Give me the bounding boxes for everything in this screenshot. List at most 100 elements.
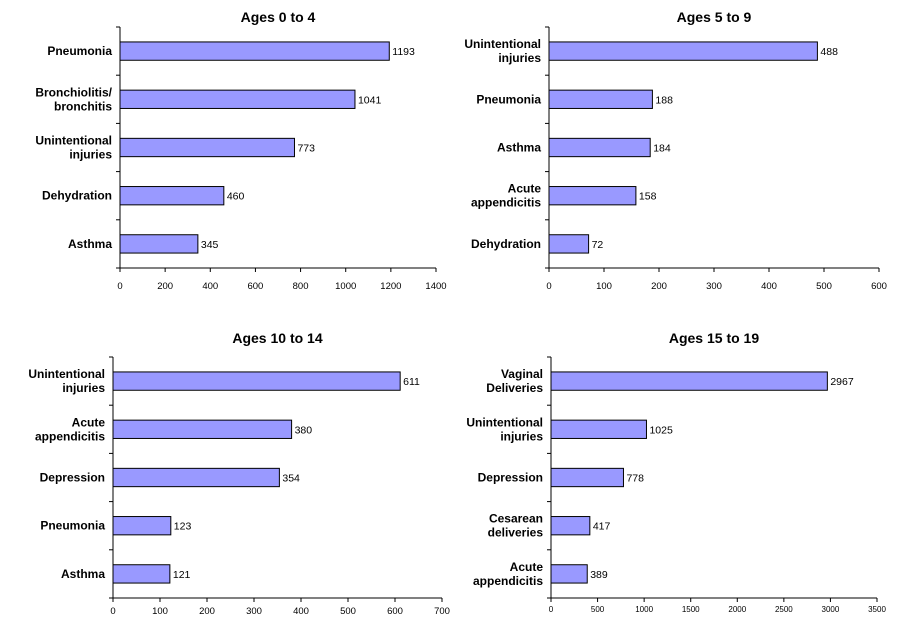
data-label: 1041 (358, 94, 382, 106)
x-tick-label: 200 (199, 606, 215, 617)
category-label: Depression (478, 471, 543, 485)
bar (550, 419, 647, 439)
category-label: Deliveries (486, 381, 543, 395)
category-label: injuries (498, 51, 541, 65)
bar (119, 41, 390, 61)
data-label: 380 (295, 424, 313, 436)
category-label: appendicitis (471, 196, 541, 210)
bar (119, 186, 225, 206)
x-tick-label: 400 (761, 281, 777, 292)
x-tick-label: 0 (117, 281, 122, 292)
data-label: 354 (282, 473, 300, 485)
x-tick-label: 300 (246, 606, 262, 617)
category-label: Depression (40, 471, 105, 485)
data-label: 188 (655, 94, 673, 106)
data-label: 417 (593, 521, 611, 533)
x-tick-label: 1000 (335, 281, 356, 292)
x-tick-label: 200 (157, 281, 173, 292)
bar (548, 41, 818, 61)
bar (112, 467, 280, 488)
data-label: 72 (592, 239, 604, 251)
category-label: Acute (510, 560, 544, 574)
x-tick-label: 1400 (425, 281, 446, 292)
bar (119, 137, 295, 158)
category-label: Dehydration (42, 189, 112, 203)
x-tick-label: 2500 (775, 605, 793, 614)
bar (112, 564, 171, 584)
category-label: deliveries (488, 526, 544, 540)
category-label: Unintentional (28, 367, 105, 381)
x-tick-label: 0 (546, 281, 551, 292)
chart-title: Ages 15 to 19 (669, 330, 759, 346)
category-label: Acute (72, 415, 106, 429)
category-label: Pneumonia (47, 44, 112, 58)
data-label: 611 (403, 376, 420, 388)
data-label: 123 (174, 521, 192, 533)
category-label: Acute (508, 182, 542, 196)
data-label: 121 (173, 569, 191, 581)
bar (112, 371, 401, 391)
data-label: 2967 (830, 376, 854, 388)
data-label: 184 (653, 143, 671, 155)
chart-panel-2: Ages 5 to 9 0 100 200 300 400 500 600 488 Uninten… (464, 9, 887, 292)
chart-title: Ages 5 to 9 (677, 9, 752, 25)
x-tick-label: 500 (591, 605, 605, 614)
x-tick-label: 0 (110, 606, 115, 617)
category-label: appendicitis (473, 574, 543, 588)
data-label: 773 (297, 143, 315, 155)
category-label: Unintentional (35, 134, 112, 148)
x-tick-label: 1000 (635, 605, 653, 614)
category-label: Asthma (497, 141, 541, 155)
data-label: 389 (590, 569, 608, 581)
category-label: appendicitis (35, 429, 105, 443)
x-tick-label: 600 (387, 606, 403, 617)
data-label: 460 (227, 191, 245, 203)
category-label: Asthma (61, 567, 105, 581)
chart-panel-3: Ages 10 to 14 0 100 200 300 400 500 600 700 611 Un… (28, 330, 450, 617)
x-tick-label: 800 (293, 281, 309, 292)
bar (119, 234, 199, 254)
category-label: Cesarean (489, 512, 543, 526)
data-label: 778 (626, 473, 644, 485)
category-label: Unintentional (466, 415, 543, 429)
x-tick-label: 2000 (728, 605, 746, 614)
bar (550, 516, 591, 536)
x-tick-label: 3500 (868, 605, 886, 614)
bar (119, 89, 356, 109)
x-tick-label: 3000 (822, 605, 840, 614)
bar (548, 137, 651, 158)
data-label: 345 (201, 239, 219, 251)
bar (548, 234, 590, 254)
x-tick-label: 0 (549, 605, 554, 614)
category-label: bronchitis (54, 99, 112, 113)
category-label: Vaginal (501, 367, 543, 381)
x-tick-label: 600 (247, 281, 263, 292)
category-label: Bronchiolitis/ (35, 85, 112, 99)
chart-title: Ages 0 to 4 (241, 9, 316, 25)
category-label: injuries (69, 148, 112, 162)
category-label: Unintentional (464, 37, 541, 51)
data-label: 1025 (649, 424, 673, 436)
x-tick-label: 500 (816, 281, 832, 292)
bar (548, 89, 653, 109)
bar (112, 419, 293, 439)
x-tick-label: 100 (596, 281, 612, 292)
x-tick-label: 600 (871, 281, 887, 292)
x-tick-label: 300 (706, 281, 722, 292)
bar (550, 467, 624, 488)
category-label: injuries (62, 381, 105, 395)
x-tick-label: 400 (293, 606, 309, 617)
chart-panel-4: Ages 15 to 19 0 500 1000 1500 2000 2500 3000 350… (466, 330, 886, 614)
x-tick-label: 700 (434, 606, 450, 617)
x-tick-label: 500 (340, 606, 356, 617)
x-tick-label: 200 (651, 281, 667, 292)
category-label: Pneumonia (40, 519, 105, 533)
category-label: injuries (500, 429, 543, 443)
data-label: 158 (639, 191, 657, 203)
data-label: 488 (820, 46, 838, 58)
bar (550, 564, 588, 584)
x-tick-label: 400 (202, 281, 218, 292)
x-tick-label: 100 (152, 606, 168, 617)
x-tick-label: 1500 (682, 605, 700, 614)
